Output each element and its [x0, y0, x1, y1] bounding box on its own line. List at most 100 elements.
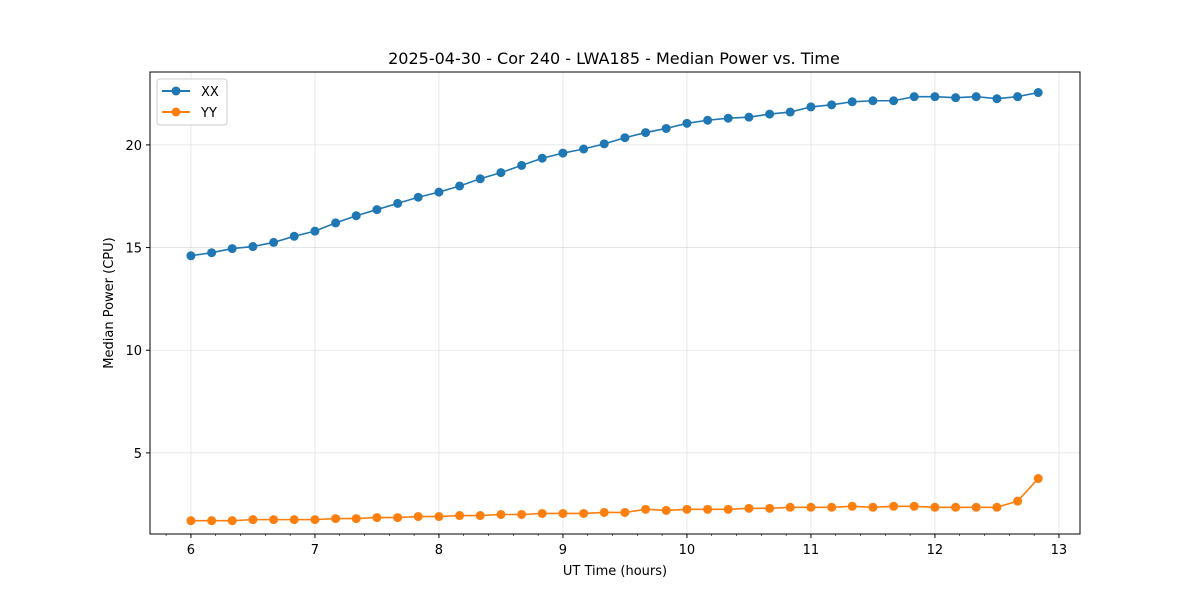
data-point-xx — [785, 107, 795, 117]
data-point-xx — [1033, 88, 1043, 98]
data-point-yy — [765, 503, 775, 513]
data-point-yy — [661, 505, 671, 515]
legend-marker-xx — [171, 86, 181, 96]
data-point-xx — [1013, 92, 1023, 102]
grid — [150, 72, 1080, 534]
data-point-xx — [496, 168, 506, 178]
data-point-yy — [827, 502, 837, 512]
data-point-yy — [331, 514, 341, 524]
data-point-xx — [517, 160, 527, 170]
data-point-xx — [393, 198, 403, 208]
data-point-xx — [455, 181, 465, 191]
data-point-yy — [455, 511, 465, 521]
legend: XX YY — [156, 78, 228, 126]
data-point-yy — [227, 516, 237, 526]
data-point-yy — [744, 503, 754, 513]
data-point-xx — [992, 94, 1002, 104]
data-point-xx — [951, 93, 961, 103]
data-point-xx — [744, 112, 754, 122]
x-tick-label: 9 — [559, 543, 567, 558]
data-point-yy — [558, 508, 568, 518]
data-point-yy — [847, 501, 857, 511]
data-point-xx — [434, 187, 444, 197]
data-point-yy — [475, 511, 485, 521]
x-tick-label: 6 — [187, 543, 195, 558]
data-point-xx — [248, 242, 258, 252]
data-point-yy — [269, 515, 279, 525]
x-tick-label: 11 — [803, 543, 820, 558]
x-tick-label: 7 — [311, 543, 319, 558]
data-point-xx — [765, 109, 775, 119]
plot-frame — [149, 71, 1081, 535]
data-point-xx — [186, 251, 196, 261]
data-point-yy — [909, 501, 919, 511]
data-point-yy — [599, 507, 609, 517]
data-point-yy — [703, 504, 713, 514]
legend-marker-yy — [171, 107, 181, 117]
data-point-xx — [537, 153, 547, 163]
data-point-xx — [289, 231, 299, 241]
data-point-xx — [889, 96, 899, 106]
data-point-yy — [992, 502, 1002, 512]
data-point-xx — [909, 92, 919, 102]
data-point-xx — [641, 128, 651, 138]
data-point-xx — [806, 102, 816, 112]
data-point-yy — [496, 509, 506, 519]
data-point-yy — [310, 515, 320, 525]
chart-title: 2025-04-30 - Cor 240 - LWA185 - Median P… — [388, 49, 840, 68]
data-point-xx — [682, 118, 692, 128]
data-point-yy — [971, 502, 981, 512]
data-point-xx — [351, 211, 361, 221]
y-tick-label: 15 — [125, 242, 142, 257]
series-layer — [186, 88, 1043, 526]
data-point-xx — [971, 92, 981, 102]
data-point-xx — [269, 237, 279, 247]
data-point-yy — [620, 507, 630, 517]
data-point-yy — [930, 502, 940, 512]
x-tick-label: 8 — [435, 543, 443, 558]
data-point-xx — [475, 174, 485, 184]
data-point-yy — [393, 513, 403, 523]
data-point-xx — [331, 218, 341, 228]
data-point-yy — [351, 514, 361, 524]
data-point-xx — [207, 248, 217, 258]
data-point-yy — [1033, 474, 1043, 484]
data-point-yy — [951, 502, 961, 512]
data-point-yy — [1013, 496, 1023, 506]
data-point-yy — [889, 501, 899, 511]
data-point-xx — [558, 148, 568, 158]
y-axis-label: Median Power (CPU) — [102, 237, 117, 368]
data-point-yy — [186, 516, 196, 526]
data-point-xx — [372, 205, 382, 215]
data-point-yy — [207, 516, 217, 526]
data-point-yy — [372, 513, 382, 523]
data-point-yy — [517, 509, 527, 519]
data-point-yy — [682, 504, 692, 514]
legend-label-yy: YY — [200, 106, 217, 121]
data-point-xx — [868, 96, 878, 106]
data-point-xx — [620, 133, 630, 143]
data-point-xx — [310, 226, 320, 236]
x-tick-label: 13 — [1051, 543, 1068, 558]
legend-label-xx: XX — [201, 85, 219, 100]
data-point-yy — [579, 508, 589, 518]
data-point-xx — [579, 144, 589, 154]
x-tick-label: 12 — [927, 543, 944, 558]
data-point-yy — [785, 502, 795, 512]
x-tick-label: 10 — [679, 543, 696, 558]
data-point-yy — [434, 512, 444, 522]
data-point-yy — [289, 515, 299, 525]
axis-ticks: 6 7 8 9 10 11 12 13 5 10 15 20 — [125, 139, 1067, 558]
data-point-xx — [827, 100, 837, 110]
data-point-yy — [413, 512, 423, 522]
data-point-yy — [641, 504, 651, 514]
data-point-yy — [248, 515, 258, 525]
data-point-yy — [723, 504, 733, 514]
data-point-xx — [661, 123, 671, 133]
data-point-xx — [599, 139, 609, 149]
y-tick-label: 5 — [134, 447, 142, 462]
data-point-yy — [806, 502, 816, 512]
y-tick-label: 20 — [125, 139, 142, 154]
data-point-xx — [723, 113, 733, 123]
